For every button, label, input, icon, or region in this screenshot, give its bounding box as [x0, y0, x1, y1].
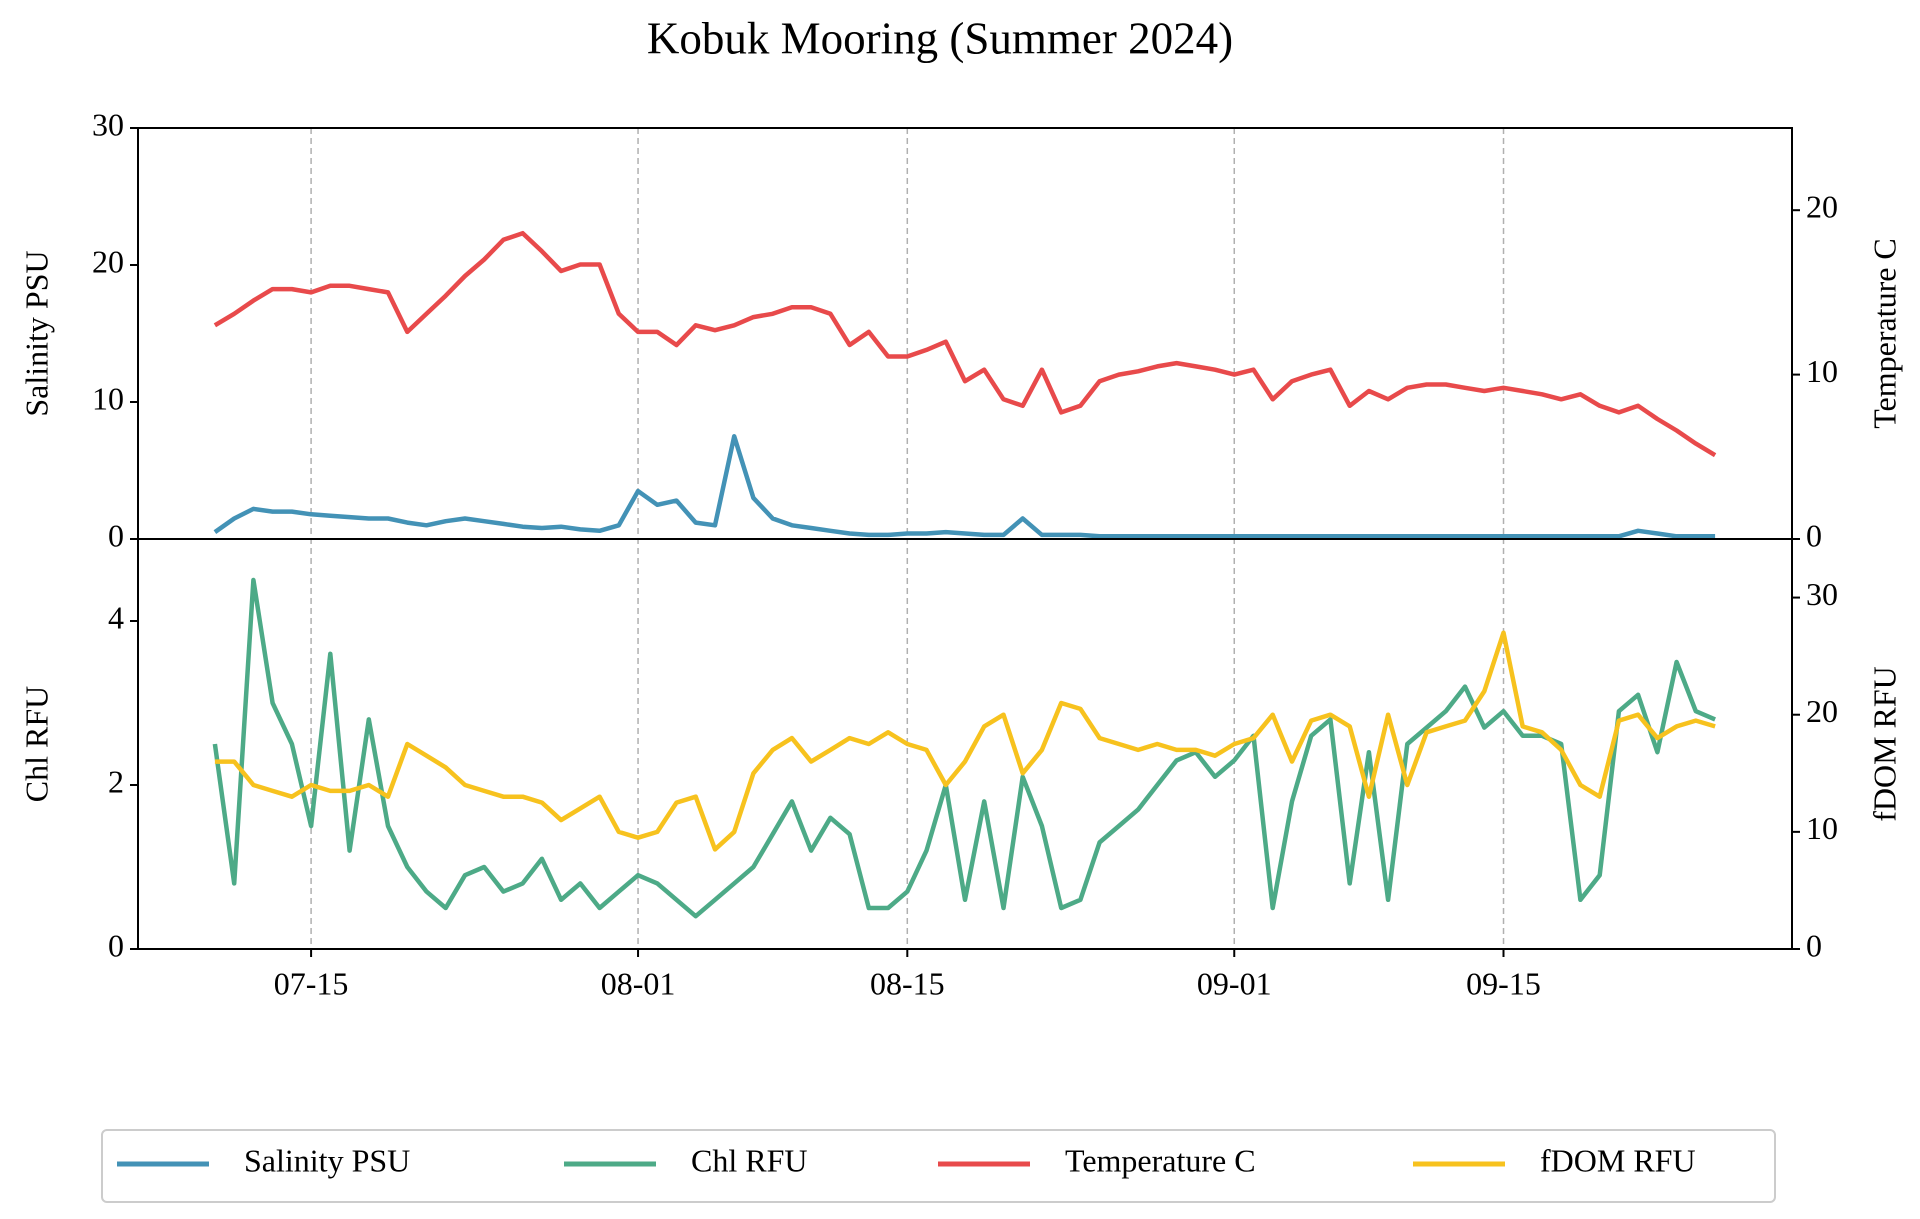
axes-frame [137, 127, 1793, 540]
data-line [214, 630, 1716, 852]
y2-axis-label: fDOM RFU [1866, 666, 1902, 822]
y2-tick-label: 20 [1806, 189, 1838, 225]
x-tick-label: 07-15 [274, 965, 349, 1001]
y-axis-label: Salinity PSU [18, 250, 54, 416]
legend-label: fDOM RFU [1540, 1142, 1696, 1178]
y-tick-label: 30 [92, 106, 124, 142]
data-line [213, 230, 1717, 458]
y2-tick-label: 20 [1806, 693, 1838, 729]
x-tick-label: 08-15 [870, 965, 945, 1001]
data-line [213, 434, 1716, 539]
legend-label: Chl RFU [691, 1142, 807, 1178]
x-tick-label: 09-15 [1466, 965, 1541, 1001]
y-tick-label: 20 [92, 243, 124, 279]
y-tick-label: 0 [108, 927, 124, 963]
y2-tick-label: 10 [1806, 810, 1838, 846]
y2-tick-label: 0 [1806, 927, 1822, 963]
y2-tick-label: 0 [1806, 517, 1822, 553]
axes-frame [137, 538, 1793, 950]
legend-label: Temperature C [1065, 1142, 1256, 1178]
y-tick-label: 2 [108, 763, 124, 799]
y-tick-label: 4 [108, 599, 124, 635]
legend-label: Salinity PSU [244, 1142, 410, 1178]
y2-tick-label: 30 [1806, 576, 1838, 612]
y2-axis-label: Temperature C [1866, 238, 1902, 429]
chart-title: Kobuk Mooring (Summer 2024) [647, 13, 1233, 63]
x-tick-label: 08-01 [601, 965, 676, 1001]
y-tick-label: 0 [108, 517, 124, 553]
x-tick-label: 09-01 [1197, 965, 1272, 1001]
y2-tick-label: 10 [1806, 353, 1838, 389]
y-tick-label: 10 [92, 380, 124, 416]
y-axis-label: Chl RFU [18, 686, 54, 802]
data-line [212, 577, 1716, 919]
